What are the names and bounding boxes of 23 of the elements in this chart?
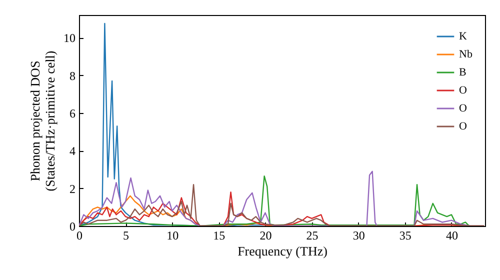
x-tick-label: 40 (446, 228, 458, 242)
legend-label: O (459, 84, 467, 96)
x-tick-label: 30 (352, 228, 365, 242)
legend-label: Nb (459, 48, 473, 60)
y-axis-title: Phonon projected DOS (States/THz·primitive cell) (28, 50, 58, 192)
y-tick-label: 8 (70, 68, 76, 83)
y-tick-label: 6 (70, 106, 76, 120)
line-series (79, 184, 485, 226)
legend-label: K (459, 30, 467, 42)
legend-label: O (459, 120, 467, 132)
y-tick-label: 2 (70, 182, 76, 196)
x-tick-label: 20 (260, 228, 272, 242)
x-tick-label: 5 (123, 228, 130, 242)
y-tick-label: 10 (64, 31, 76, 46)
x-tick-label: 25 (306, 228, 318, 242)
x-tick-label: 10 (166, 228, 179, 242)
y-tick-label: 0 (70, 220, 76, 234)
y-tick-label: 4 (70, 144, 76, 158)
legend-label: B (459, 66, 466, 78)
x-axis-title: Frequency (THz) (238, 244, 328, 258)
legend-label: O (459, 102, 467, 114)
x-tick-label: 15 (213, 228, 226, 242)
x-tick-label: 35 (399, 228, 412, 242)
